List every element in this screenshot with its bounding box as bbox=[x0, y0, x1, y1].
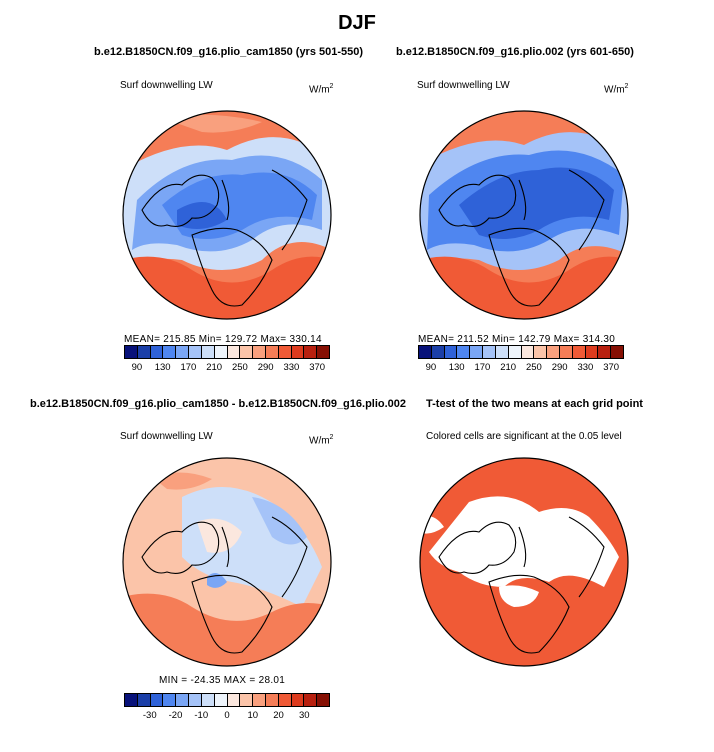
panel2-map bbox=[419, 110, 629, 320]
panel1-units: W/m2 bbox=[309, 83, 334, 96]
figure-title: DJF bbox=[338, 12, 376, 34]
colorbar-tick-label: 250 bbox=[231, 362, 248, 373]
colorbar-swatch bbox=[304, 694, 318, 706]
colorbar-swatch bbox=[572, 346, 586, 358]
colorbar-swatch bbox=[508, 346, 522, 358]
colorbar-swatch bbox=[534, 346, 548, 358]
colorbar-swatch bbox=[125, 346, 138, 358]
colorbar-swatch bbox=[521, 346, 535, 358]
colorbar-swatch bbox=[291, 694, 305, 706]
colorbar-tick-label: 210 bbox=[500, 362, 517, 373]
colorbar-swatch bbox=[176, 346, 190, 358]
colorbar-swatch bbox=[189, 694, 202, 706]
panel3-title: b.e12.B1850CN.f09_g16.plio_cam1850 - b.e… bbox=[30, 398, 407, 410]
panel3-colorbar bbox=[124, 693, 330, 707]
panel3-map bbox=[122, 457, 332, 667]
colorbar-tick-label: -10 bbox=[194, 710, 209, 721]
colorbar-swatch bbox=[278, 346, 292, 358]
panel2-stats: MEAN= 211.52 Min= 142.79 Max= 314.30 bbox=[418, 334, 616, 345]
panel1-title: b.e12.B1850CN.f09_g16.plio_cam1850 (yrs … bbox=[94, 46, 364, 58]
colorbar-tick-label: 330 bbox=[283, 362, 300, 373]
panel4-title: T-test of the two means at each grid poi… bbox=[426, 398, 643, 410]
colorbar-swatch bbox=[265, 694, 279, 706]
colorbar-swatch bbox=[163, 346, 177, 358]
colorbar-tick-label: 170 bbox=[180, 362, 197, 373]
colorbar-swatch bbox=[125, 694, 138, 706]
colorbar-tick-label: 290 bbox=[257, 362, 274, 373]
panel2-units: W/m2 bbox=[604, 83, 629, 96]
panel3-colorbar-labels: -30 -20 -10 0 10 20 30 bbox=[124, 710, 330, 722]
colorbar-swatch bbox=[150, 346, 164, 358]
panel2-colorbar-labels: 90 130 170 210 250 290 330 370 bbox=[418, 362, 624, 374]
panel2-title: b.e12.B1850CN.f09_g16.plio.002 (yrs 601-… bbox=[396, 46, 634, 58]
colorbar-swatch bbox=[470, 346, 484, 358]
colorbar-swatch bbox=[317, 694, 329, 706]
colorbar-swatch bbox=[265, 346, 279, 358]
colorbar-swatch bbox=[201, 346, 215, 358]
colorbar-tick-label: 130 bbox=[448, 362, 465, 373]
colorbar-tick-label: 370 bbox=[309, 362, 326, 373]
colorbar-swatch bbox=[585, 346, 599, 358]
colorbar-swatch bbox=[431, 346, 445, 358]
colorbar-swatch bbox=[150, 694, 164, 706]
panel1-colorbar-labels: 90 130 170 210 250 290 330 370 bbox=[124, 362, 330, 374]
colorbar-swatch bbox=[495, 346, 509, 358]
colorbar-swatch bbox=[253, 694, 266, 706]
colorbar-tick-label: 90 bbox=[131, 362, 143, 373]
colorbar-swatch bbox=[227, 346, 241, 358]
colorbar-tick-label: 330 bbox=[577, 362, 594, 373]
colorbar-tick-label: 30 bbox=[298, 710, 310, 721]
colorbar-tick-label: 0 bbox=[224, 710, 230, 721]
colorbar-swatch bbox=[444, 346, 458, 358]
colorbar-swatch bbox=[201, 694, 215, 706]
panel2-colorbar bbox=[418, 345, 624, 359]
colorbar-swatch bbox=[598, 346, 612, 358]
colorbar-swatch bbox=[317, 346, 329, 358]
colorbar-tick-label: 90 bbox=[425, 362, 437, 373]
colorbar-swatch bbox=[253, 346, 266, 358]
panel3-stats: MIN = -24.35 MAX = 28.01 bbox=[159, 675, 286, 686]
colorbar-swatch bbox=[304, 346, 318, 358]
panel1-variable: Surf downwelling LW bbox=[120, 80, 213, 91]
colorbar-swatch bbox=[227, 694, 241, 706]
panel3-units: W/m2 bbox=[309, 434, 334, 447]
colorbar-swatch bbox=[163, 694, 177, 706]
colorbar-swatch bbox=[137, 694, 151, 706]
colorbar-swatch bbox=[214, 694, 228, 706]
colorbar-swatch bbox=[278, 694, 292, 706]
panel2-variable: Surf downwelling LW bbox=[417, 80, 510, 91]
colorbar-swatch bbox=[291, 346, 305, 358]
colorbar-tick-label: -20 bbox=[168, 710, 183, 721]
panel3-variable: Surf downwelling LW bbox=[120, 431, 213, 442]
panel1-colorbar bbox=[124, 345, 330, 359]
colorbar-swatch bbox=[419, 346, 432, 358]
colorbar-swatch bbox=[240, 694, 254, 706]
colorbar-swatch bbox=[214, 346, 228, 358]
panel1-stats: MEAN= 215.85 Min= 129.72 Max= 330.14 bbox=[124, 334, 322, 345]
colorbar-tick-label: -30 bbox=[142, 710, 157, 721]
colorbar-tick-label: 10 bbox=[247, 710, 259, 721]
colorbar-tick-label: 20 bbox=[273, 710, 284, 721]
colorbar-swatch bbox=[189, 346, 202, 358]
colorbar-swatch bbox=[547, 346, 560, 358]
colorbar-swatch bbox=[240, 346, 254, 358]
colorbar-swatch bbox=[176, 694, 190, 706]
colorbar-tick-label: 170 bbox=[474, 362, 491, 373]
colorbar-tick-label: 210 bbox=[206, 362, 223, 373]
colorbar-swatch bbox=[483, 346, 496, 358]
colorbar-swatch bbox=[611, 346, 623, 358]
colorbar-tick-label: 250 bbox=[525, 362, 542, 373]
colorbar-swatch bbox=[559, 346, 573, 358]
panel1-map bbox=[122, 110, 332, 320]
panel4-map bbox=[419, 457, 629, 667]
colorbar-tick-label: 370 bbox=[603, 362, 620, 373]
colorbar-swatch bbox=[457, 346, 471, 358]
colorbar-swatch bbox=[137, 346, 151, 358]
colorbar-tick-label: 130 bbox=[154, 362, 171, 373]
panel4-note: Colored cells are significant at the 0.0… bbox=[426, 431, 622, 442]
colorbar-tick-label: 290 bbox=[551, 362, 568, 373]
